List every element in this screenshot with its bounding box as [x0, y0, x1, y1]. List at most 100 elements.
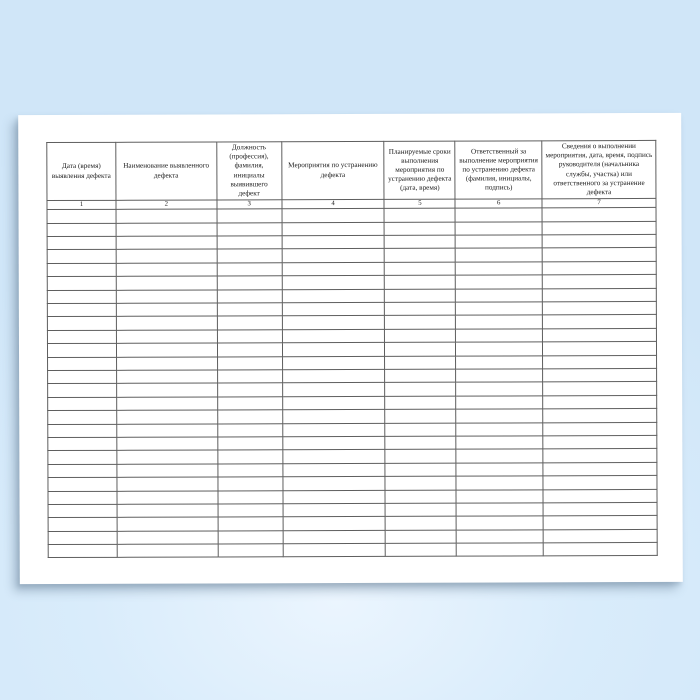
empty-cell: [542, 355, 657, 369]
empty-cell: [47, 289, 117, 304]
empty-cell: [385, 516, 457, 531]
column-number: 5: [384, 199, 456, 209]
empty-cell: [217, 383, 283, 397]
empty-cell: [47, 249, 117, 264]
column-header-completion-info: Сведения о выполнении мероприятия, дата,…: [541, 140, 656, 200]
empty-cell: [282, 315, 385, 330]
empty-cell: [282, 516, 386, 531]
empty-cell: [281, 289, 385, 303]
empty-cell: [282, 436, 386, 451]
empty-cell: [116, 436, 218, 451]
empty-cell: [543, 502, 658, 517]
empty-cell: [455, 355, 543, 370]
empty-cell: [217, 450, 283, 464]
empty-cell: [217, 302, 283, 317]
defect-log-table: Дата (время) выявления дефекта Наименова…: [46, 139, 658, 559]
empty-cell: [455, 342, 543, 356]
empty-cell: [47, 209, 116, 224]
empty-cell: [542, 368, 657, 383]
empty-cell: [543, 542, 658, 557]
column-header-planned-dates: Планируемые сроки выполнения мероприятия…: [384, 141, 456, 200]
empty-cell: [385, 369, 456, 383]
empty-cell: [217, 517, 283, 531]
empty-cell: [385, 503, 457, 517]
empty-cell: [282, 369, 386, 384]
empty-cell: [455, 368, 543, 383]
empty-cell: [116, 477, 218, 491]
empty-cell: [216, 235, 282, 250]
empty-cell: [116, 276, 218, 290]
empty-cell: [217, 490, 283, 504]
empty-cell: [281, 275, 385, 290]
empty-cell: [217, 423, 283, 437]
table-body: [47, 207, 658, 559]
empty-cell: [385, 355, 456, 370]
column-number: 2: [115, 200, 217, 210]
empty-cell: [456, 502, 544, 517]
empty-cell: [47, 223, 116, 237]
empty-cell: [115, 222, 217, 237]
empty-cell: [47, 276, 117, 291]
empty-cell: [456, 409, 543, 423]
empty-cell: [217, 476, 283, 491]
empty-cell: [455, 315, 543, 329]
empty-cell: [542, 207, 657, 222]
empty-cell: [217, 329, 283, 344]
empty-cell: [385, 529, 457, 544]
empty-cell: [542, 328, 657, 343]
empty-cell: [116, 410, 218, 424]
empty-cell: [384, 328, 456, 343]
empty-cell: [542, 314, 657, 329]
empty-cell: [456, 462, 544, 477]
empty-cell: [116, 503, 218, 518]
empty-cell: [47, 330, 117, 344]
empty-cell: [385, 422, 457, 437]
empty-cell: [116, 450, 218, 465]
empty-cell: [217, 369, 283, 384]
empty-cell: [456, 395, 543, 410]
empty-cell: [47, 410, 117, 425]
empty-row: [48, 542, 658, 559]
empty-cell: [117, 530, 218, 545]
empty-cell: [543, 488, 658, 503]
empty-cell: [282, 503, 386, 518]
empty-cell: [216, 262, 282, 277]
empty-cell: [543, 448, 657, 463]
empty-cell: [282, 422, 386, 437]
empty-cell: [47, 490, 117, 505]
empty-cell: [116, 316, 218, 331]
empty-cell: [47, 383, 117, 398]
empty-cell: [217, 530, 283, 545]
empty-cell: [384, 275, 456, 290]
empty-cell: [385, 436, 457, 450]
empty-cell: [116, 383, 218, 398]
column-header-defect-name: Наименование выявленного дефекта: [115, 141, 217, 201]
empty-cell: [456, 489, 544, 504]
empty-cell: [116, 423, 218, 438]
empty-cell: [216, 249, 282, 263]
empty-cell: [217, 436, 283, 451]
empty-cell: [282, 530, 386, 544]
empty-cell: [47, 343, 117, 358]
empty-cell: [282, 463, 386, 477]
empty-cell: [543, 475, 657, 490]
empty-cell: [48, 531, 118, 545]
empty-cell: [542, 421, 657, 436]
empty-cell: [282, 329, 385, 343]
empty-cell: [543, 529, 658, 543]
empty-cell: [385, 449, 457, 464]
empty-cell: [456, 449, 544, 463]
empty-cell: [47, 236, 117, 251]
empty-cell: [47, 423, 117, 438]
empty-cell: [282, 409, 386, 424]
empty-cell: [542, 395, 657, 410]
empty-cell: [47, 370, 117, 384]
empty-cell: [542, 221, 657, 235]
empty-cell: [282, 355, 386, 370]
column-number: 3: [216, 200, 282, 210]
empty-cell: [384, 302, 456, 316]
empty-cell: [281, 235, 385, 250]
empty-cell: [217, 409, 283, 424]
column-number: 4: [281, 199, 385, 210]
empty-cell: [282, 543, 386, 558]
